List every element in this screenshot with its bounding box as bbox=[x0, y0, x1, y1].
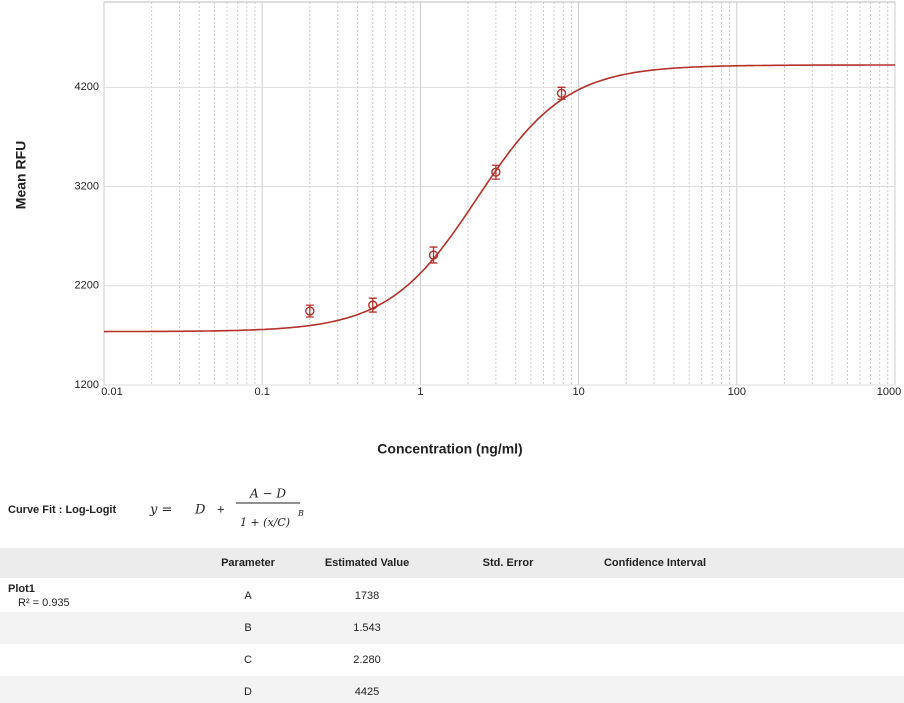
data-point bbox=[428, 250, 439, 260]
formula-denominator: 1 + (x/C) bbox=[240, 516, 290, 529]
y-tick-label: 4200 bbox=[75, 81, 99, 93]
table-cell: A bbox=[244, 590, 252, 602]
row-bg bbox=[0, 676, 904, 703]
column-header: Estimated Value bbox=[325, 557, 409, 569]
table-cell: D bbox=[244, 686, 252, 698]
x-tick-label: 0.01 bbox=[101, 386, 122, 398]
table-cell: B bbox=[244, 622, 251, 634]
y-tick-label: 3200 bbox=[75, 180, 99, 192]
table-cell: C bbox=[244, 654, 252, 666]
plot-area bbox=[103, 1, 896, 386]
y-tick-label: 1200 bbox=[75, 379, 99, 391]
table-cell: 2.280 bbox=[353, 654, 381, 666]
formula-d: D bbox=[194, 503, 206, 518]
table-header-bg bbox=[0, 548, 904, 578]
table-cell: 1738 bbox=[355, 590, 379, 602]
data-point bbox=[491, 167, 501, 177]
row-bg bbox=[0, 612, 904, 644]
formula-exponent: B bbox=[297, 509, 304, 518]
plot-name: Plot1 bbox=[8, 583, 35, 595]
x-tick-label: 0.1 bbox=[255, 386, 270, 398]
x-tick-label: 10 bbox=[572, 386, 584, 398]
formula-plus: + bbox=[217, 501, 225, 516]
formula-lhs: y = bbox=[149, 503, 172, 518]
x-tick-label: 1000 bbox=[877, 386, 901, 398]
error-bar bbox=[429, 246, 438, 264]
x-axis-title: Concentration (ng/ml) bbox=[377, 441, 522, 457]
formula-title: Curve Fit : Log-Logit bbox=[8, 504, 116, 516]
column-header: Std. Error bbox=[483, 557, 534, 569]
x-tick-label: 1 bbox=[417, 386, 423, 398]
y-axis-title: Mean RFU bbox=[13, 141, 29, 209]
table-cell: 4425 bbox=[355, 686, 379, 698]
y-tick-label: 2200 bbox=[75, 280, 99, 292]
data-point bbox=[305, 306, 315, 316]
x-tick-label: 100 bbox=[728, 386, 746, 398]
data-point bbox=[368, 300, 378, 310]
column-header: Parameter bbox=[221, 557, 276, 569]
column-header: Confidence Interval bbox=[604, 557, 706, 569]
fit-stat: R² = 0.935 bbox=[18, 597, 70, 609]
data-point bbox=[556, 88, 567, 98]
formula-numerator: A − D bbox=[249, 487, 286, 501]
table-cell: 1.543 bbox=[353, 622, 381, 634]
